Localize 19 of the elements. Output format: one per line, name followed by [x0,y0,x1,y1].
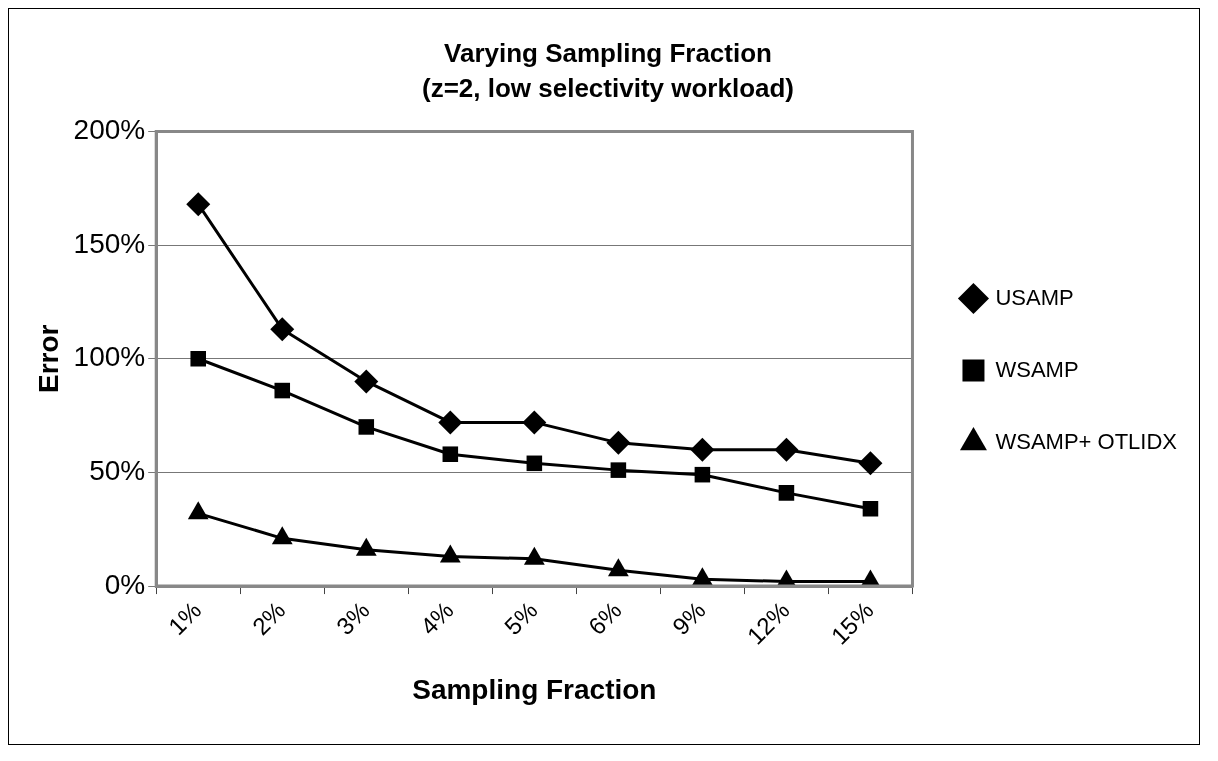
x-tick-label: 1% [162,596,207,640]
legend-label: USAMP [995,284,1074,310]
y-tick-label: 200% [73,114,146,146]
y-axis-title: Error [32,324,64,393]
x-tick-label: 4% [414,596,459,640]
x-tick-label: 9% [667,596,711,640]
x-tick-label: 2% [246,596,291,640]
y-tick-label: 100% [73,341,146,373]
x-tick-label: 3% [330,596,375,640]
y-tick-label: 0% [104,568,146,600]
chart-title: Varying Sampling Fraction [444,37,772,68]
legend-label: WSAMP+ OTLIDX [995,428,1178,454]
x-axis-title: Sampling Fraction [412,673,657,705]
y-tick-label: 50% [89,455,146,487]
x-tick-label: 5% [498,596,543,640]
x-tick-label: 6% [582,596,627,640]
legend-label: WSAMP [995,356,1079,382]
chart-subtitle: (z=2, low selectivity workload) [421,72,795,103]
y-tick-label: 150% [73,227,146,259]
